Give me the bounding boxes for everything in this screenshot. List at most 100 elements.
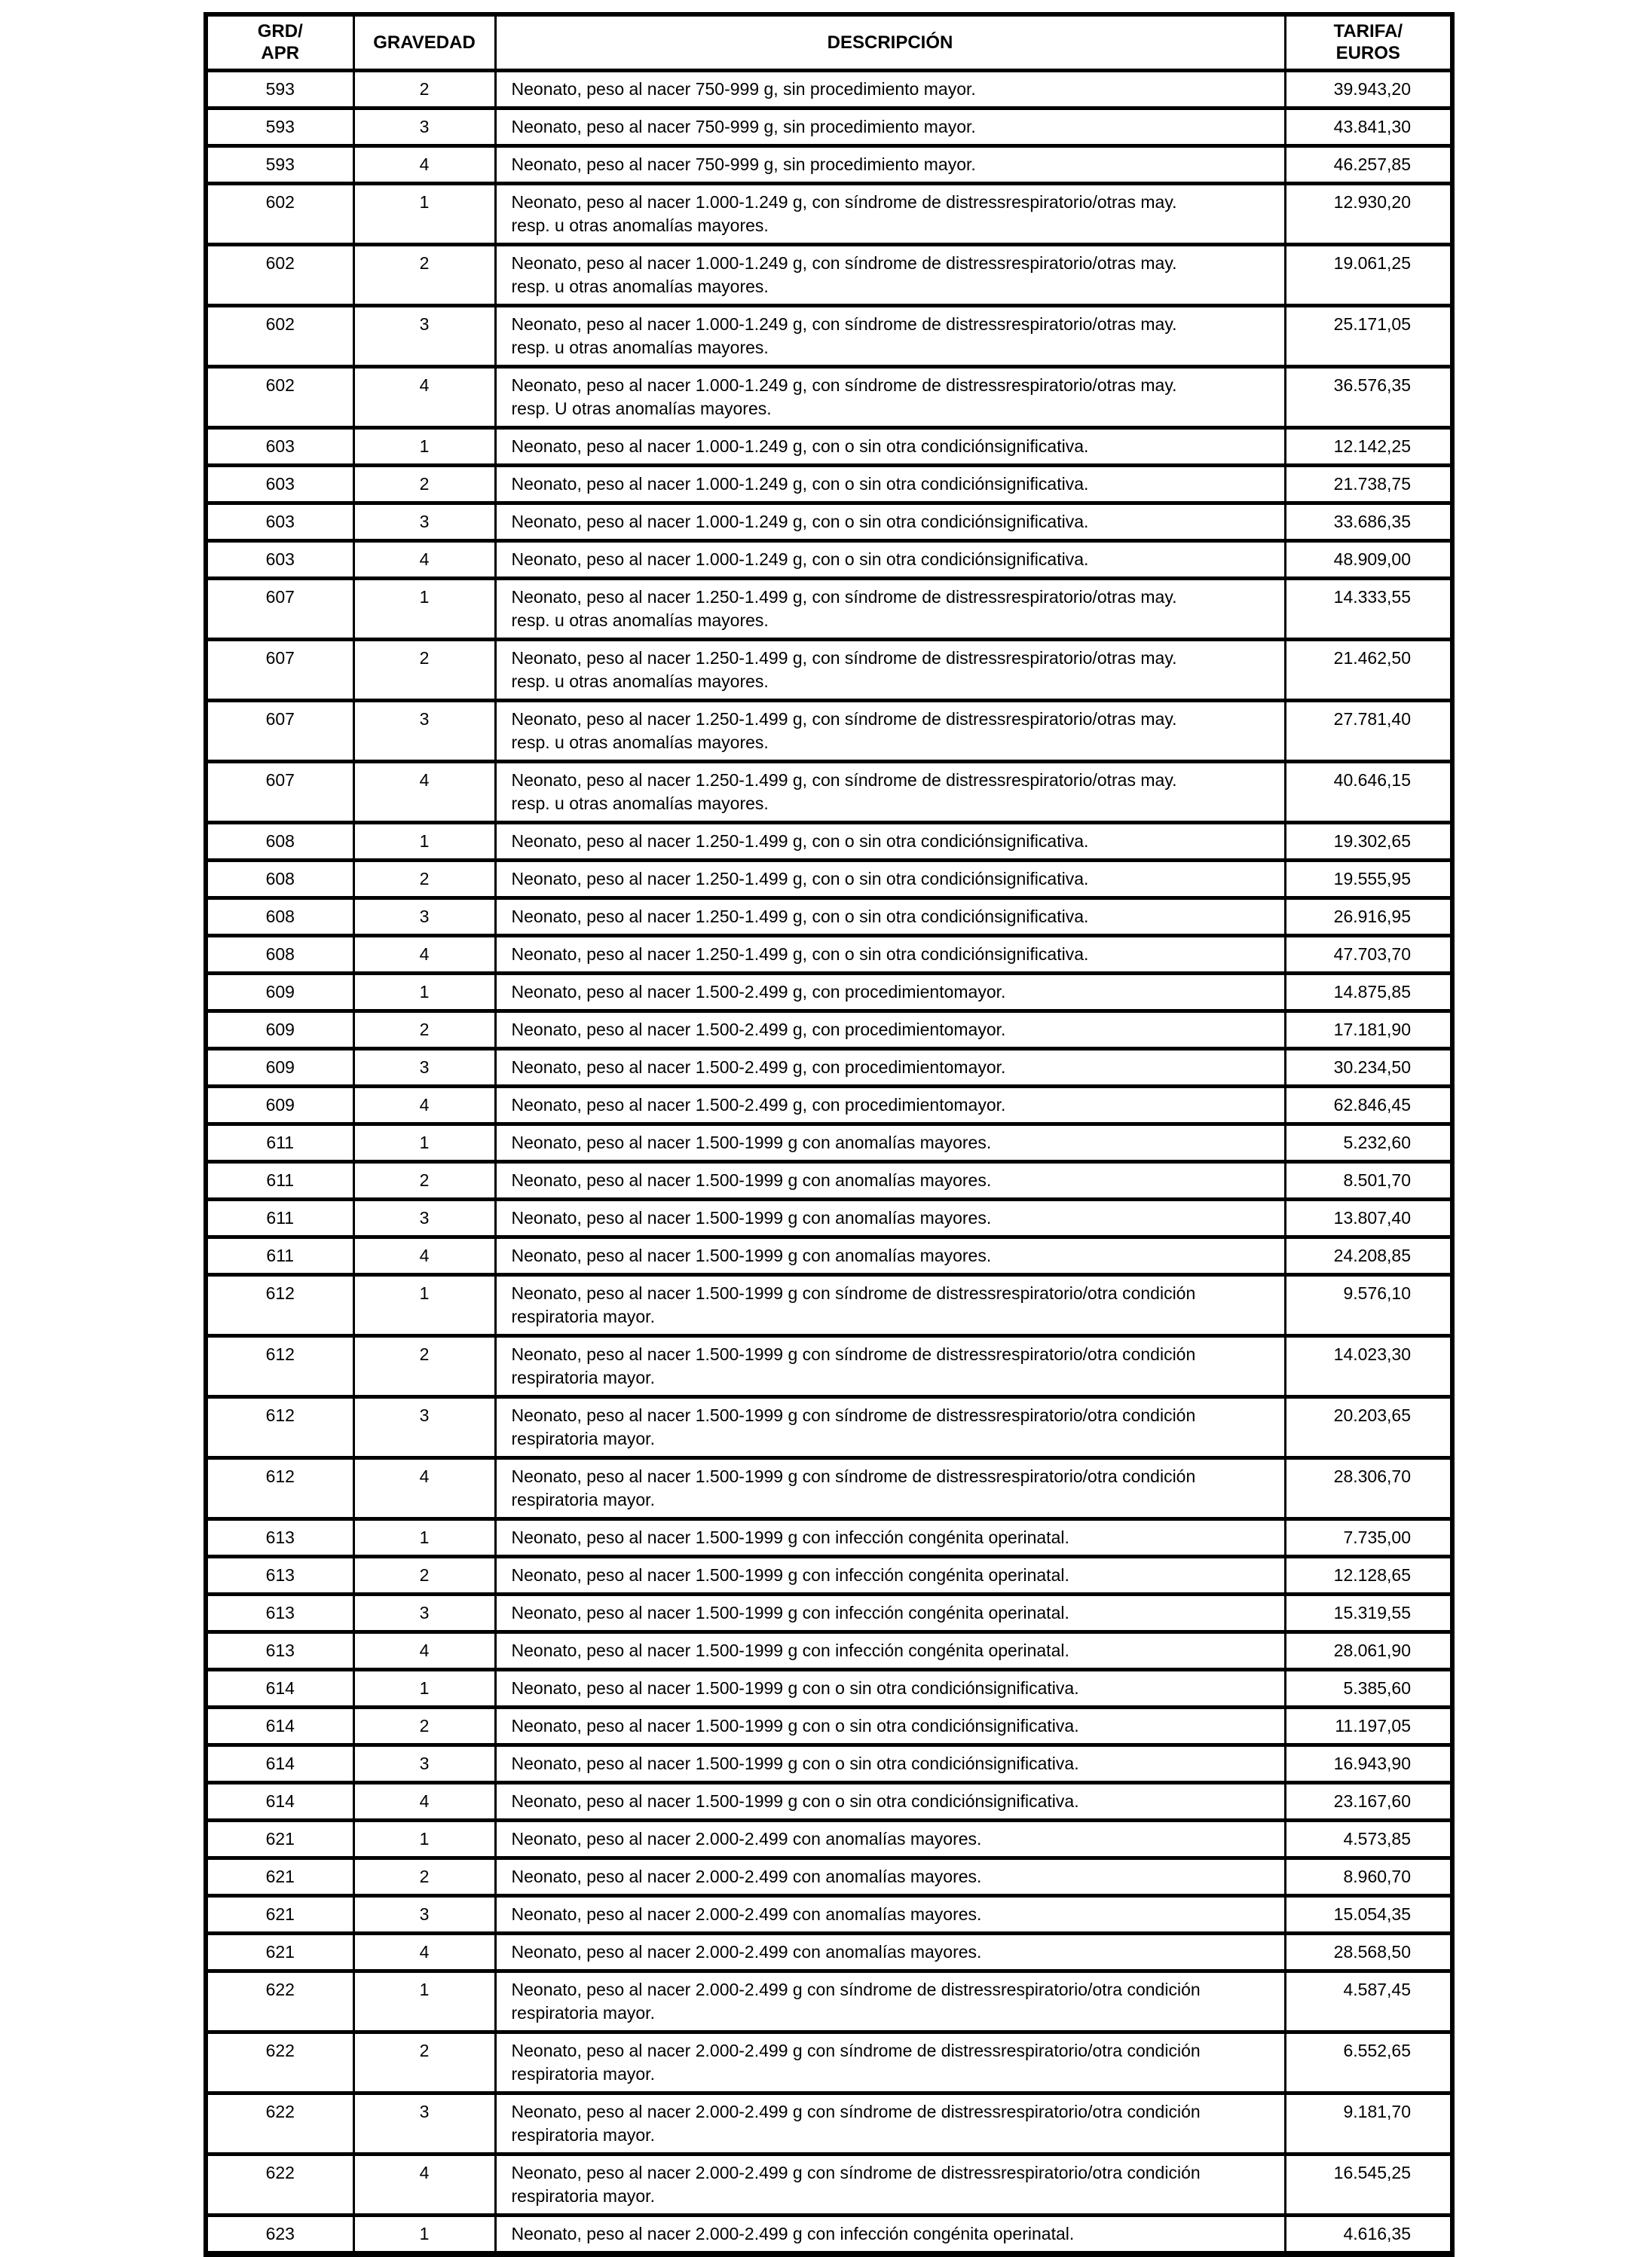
table-row: 622 4 Neonato, peso al nacer 2.000-2.499… — [204, 2151, 1454, 2217]
cell-descripcion: Neonato, peso al nacer 1.000-1.249 g, co… — [494, 303, 1286, 369]
cell-gravedad: 2 — [352, 1554, 497, 1596]
cell-grd-apr: 611 — [204, 1159, 355, 1201]
cell-grd-apr: 622 — [204, 2151, 355, 2217]
cell-descripcion: Neonato, peso al nacer 2.000-2.499 con a… — [494, 1893, 1286, 1935]
table-row: 622 1 Neonato, peso al nacer 2.000-2.499… — [204, 1968, 1454, 2034]
cell-grd-apr: 609 — [204, 1046, 355, 1088]
cell-descripcion: Neonato, peso al nacer 2.000-2.499 g con… — [494, 2029, 1286, 2095]
table-row: 614 2 Neonato, peso al nacer 1.500-1999 … — [204, 1705, 1454, 1747]
table-row: 613 1 Neonato, peso al nacer 1.500-1999 … — [204, 1516, 1454, 1558]
cell-descripcion: Neonato, peso al nacer 2.000-2.499 con a… — [494, 1855, 1286, 1898]
cell-grd-apr: 613 — [204, 1592, 355, 1634]
cell-descripcion: Neonato, peso al nacer 1.500-1999 g con … — [494, 1272, 1286, 1338]
cell-tarifa: 25.171,05 — [1283, 303, 1454, 369]
cell-tarifa: 8.960,70 — [1283, 1855, 1454, 1898]
cell-descripcion: Neonato, peso al nacer 750-999 g, sin pr… — [494, 68, 1286, 110]
cell-grd-apr: 608 — [204, 933, 355, 975]
cell-tarifa: 39.943,20 — [1283, 68, 1454, 110]
cell-descripcion: Neonato, peso al nacer 1.500-2.499 g, co… — [494, 1008, 1286, 1051]
cell-gravedad: 1 — [352, 820, 497, 862]
cell-descripcion: Neonato, peso al nacer 750-999 g, sin pr… — [494, 106, 1286, 148]
cell-gravedad: 3 — [352, 1592, 497, 1634]
table-row: 623 1 Neonato, peso al nacer 2.000-2.499… — [204, 2213, 1454, 2255]
cell-descripcion: Neonato, peso al nacer 1.250-1.499 g, co… — [494, 933, 1286, 975]
cell-tarifa: 5.232,60 — [1283, 1121, 1454, 1164]
cell-descripcion: Neonato, peso al nacer 1.500-1999 g con … — [494, 1592, 1286, 1634]
cell-gravedad: 3 — [352, 1197, 497, 1239]
cell-grd-apr: 608 — [204, 858, 355, 900]
cell-gravedad: 2 — [352, 1855, 497, 1898]
cell-grd-apr: 613 — [204, 1629, 355, 1671]
cell-descripcion: Neonato, peso al nacer 1.000-1.249 g, co… — [494, 181, 1286, 246]
table-row: 607 3 Neonato, peso al nacer 1.250-1.499… — [204, 698, 1454, 763]
cell-descripcion: Neonato, peso al nacer 2.000-2.499 g con… — [494, 2213, 1286, 2255]
cell-tarifa: 9.181,70 — [1283, 2090, 1454, 2156]
table-row: 614 1 Neonato, peso al nacer 1.500-1999 … — [204, 1667, 1454, 1709]
cell-tarifa: 20.203,65 — [1283, 1394, 1454, 1460]
table-row: 613 4 Neonato, peso al nacer 1.500-1999 … — [204, 1629, 1454, 1671]
cell-tarifa: 4.616,35 — [1283, 2213, 1454, 2255]
cell-gravedad: 4 — [352, 364, 497, 430]
cell-tarifa: 28.061,90 — [1283, 1629, 1454, 1671]
cell-descripcion: Neonato, peso al nacer 1.000-1.249 g, co… — [494, 463, 1286, 505]
cell-grd-apr: 602 — [204, 303, 355, 369]
cell-gravedad: 2 — [352, 463, 497, 505]
cell-gravedad: 3 — [352, 500, 497, 543]
cell-descripcion: Neonato, peso al nacer 1.000-1.249 g, co… — [494, 500, 1286, 543]
cell-descripcion: Neonato, peso al nacer 1.250-1.499 g, co… — [494, 858, 1286, 900]
cell-gravedad: 4 — [352, 1780, 497, 1822]
cell-tarifa: 40.646,15 — [1283, 759, 1454, 824]
cell-gravedad: 4 — [352, 2151, 497, 2217]
cell-descripcion: Neonato, peso al nacer 2.000-2.499 g con… — [494, 2090, 1286, 2156]
cell-tarifa: 15.054,35 — [1283, 1893, 1454, 1935]
cell-tarifa: 4.587,45 — [1283, 1968, 1454, 2034]
table-row: 602 1 Neonato, peso al nacer 1.000-1.249… — [204, 181, 1454, 246]
cell-gravedad: 4 — [352, 538, 497, 580]
cell-tarifa: 8.501,70 — [1283, 1159, 1454, 1201]
cell-descripcion: Neonato, peso al nacer 1.000-1.249 g, co… — [494, 425, 1286, 467]
cell-descripcion: Neonato, peso al nacer 1.500-2.499 g, co… — [494, 971, 1286, 1013]
table-row: 608 3 Neonato, peso al nacer 1.250-1.499… — [204, 895, 1454, 937]
cell-grd-apr: 614 — [204, 1667, 355, 1709]
cell-gravedad: 1 — [352, 1818, 497, 1860]
cell-descripcion: Neonato, peso al nacer 1.500-1999 g con … — [494, 1333, 1286, 1399]
tariff-table: GRD/ APR GRAVEDAD DESCRIPCIÓN TARIFA/ EU… — [203, 12, 1455, 2257]
cell-gravedad: 2 — [352, 1008, 497, 1051]
cell-descripcion: Neonato, peso al nacer 1.500-1999 g con … — [494, 1121, 1286, 1164]
cell-tarifa: 21.738,75 — [1283, 463, 1454, 505]
cell-grd-apr: 613 — [204, 1516, 355, 1558]
cell-gravedad: 2 — [352, 242, 497, 307]
cell-descripcion: Neonato, peso al nacer 1.000-1.249 g, co… — [494, 364, 1286, 430]
cell-descripcion: Neonato, peso al nacer 1.500-1999 g con … — [494, 1705, 1286, 1747]
table-row: 593 2 Neonato, peso al nacer 750-999 g, … — [204, 68, 1454, 110]
table-row: 614 3 Neonato, peso al nacer 1.500-1999 … — [204, 1742, 1454, 1784]
cell-gravedad: 1 — [352, 1272, 497, 1338]
cell-tarifa: 12.142,25 — [1283, 425, 1454, 467]
cell-tarifa: 5.385,60 — [1283, 1667, 1454, 1709]
cell-grd-apr: 593 — [204, 143, 355, 185]
header-gravedad: GRAVEDAD — [352, 12, 497, 72]
cell-tarifa: 16.943,90 — [1283, 1742, 1454, 1784]
cell-tarifa: 12.128,65 — [1283, 1554, 1454, 1596]
cell-tarifa: 28.568,50 — [1283, 1931, 1454, 1973]
cell-grd-apr: 593 — [204, 106, 355, 148]
cell-grd-apr: 614 — [204, 1705, 355, 1747]
table-row: 614 4 Neonato, peso al nacer 1.500-1999 … — [204, 1780, 1454, 1822]
table-row: 612 3 Neonato, peso al nacer 1.500-1999 … — [204, 1394, 1454, 1460]
cell-grd-apr: 609 — [204, 971, 355, 1013]
cell-tarifa: 27.781,40 — [1283, 698, 1454, 763]
table-row: 611 4 Neonato, peso al nacer 1.500-1999 … — [204, 1234, 1454, 1277]
table-row: 603 3 Neonato, peso al nacer 1.000-1.249… — [204, 500, 1454, 543]
cell-descripcion: Neonato, peso al nacer 1.500-1999 g con … — [494, 1742, 1286, 1784]
cell-grd-apr: 612 — [204, 1333, 355, 1399]
cell-grd-apr: 612 — [204, 1394, 355, 1460]
cell-grd-apr: 622 — [204, 1968, 355, 2034]
cell-grd-apr: 603 — [204, 538, 355, 580]
cell-tarifa: 15.319,55 — [1283, 1592, 1454, 1634]
cell-grd-apr: 611 — [204, 1121, 355, 1164]
cell-gravedad: 1 — [352, 1667, 497, 1709]
table-row: 621 2 Neonato, peso al nacer 2.000-2.499… — [204, 1855, 1454, 1898]
table-row: 611 1 Neonato, peso al nacer 1.500-1999 … — [204, 1121, 1454, 1164]
table-row: 613 2 Neonato, peso al nacer 1.500-1999 … — [204, 1554, 1454, 1596]
cell-tarifa: 47.703,70 — [1283, 933, 1454, 975]
